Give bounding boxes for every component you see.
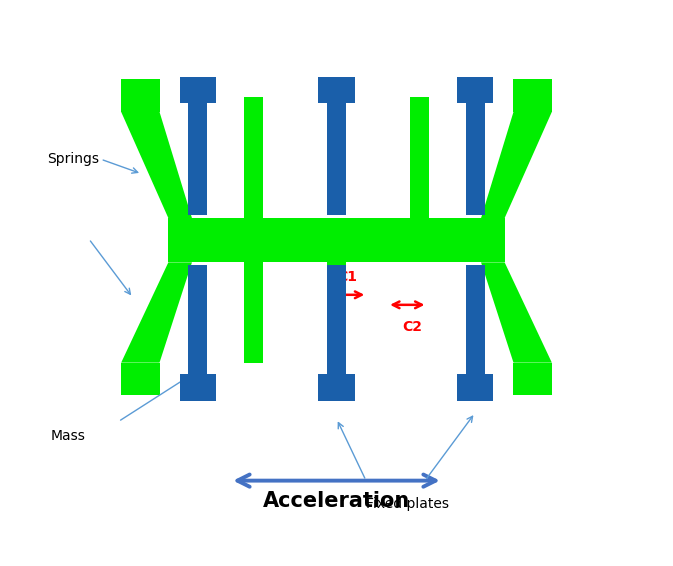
Bar xyxy=(180,76,216,103)
Bar xyxy=(244,97,263,218)
Bar xyxy=(318,76,355,103)
Bar xyxy=(168,218,192,263)
Bar xyxy=(180,375,216,401)
Bar xyxy=(188,103,207,215)
Text: C1: C1 xyxy=(338,270,358,284)
Bar xyxy=(410,97,429,218)
Bar xyxy=(121,79,160,112)
Bar xyxy=(244,263,263,363)
Text: Mass: Mass xyxy=(50,430,85,443)
Polygon shape xyxy=(121,263,192,363)
Bar xyxy=(466,265,485,375)
Polygon shape xyxy=(481,112,552,218)
Bar xyxy=(327,103,346,215)
Bar xyxy=(466,103,485,215)
Bar xyxy=(121,363,160,395)
Text: Springs: Springs xyxy=(47,152,100,166)
Bar xyxy=(457,375,493,401)
Bar xyxy=(188,265,207,375)
Polygon shape xyxy=(121,112,192,218)
Bar xyxy=(457,76,493,103)
Bar xyxy=(481,218,505,263)
Text: Fixed plates: Fixed plates xyxy=(366,497,449,511)
Bar xyxy=(327,265,346,375)
Polygon shape xyxy=(481,263,552,363)
Text: C2: C2 xyxy=(402,320,422,333)
Bar xyxy=(513,363,552,395)
Text: Acceleration: Acceleration xyxy=(263,491,410,511)
Bar xyxy=(168,218,505,263)
Bar xyxy=(318,375,355,401)
Bar xyxy=(327,263,346,363)
Bar xyxy=(513,79,552,112)
